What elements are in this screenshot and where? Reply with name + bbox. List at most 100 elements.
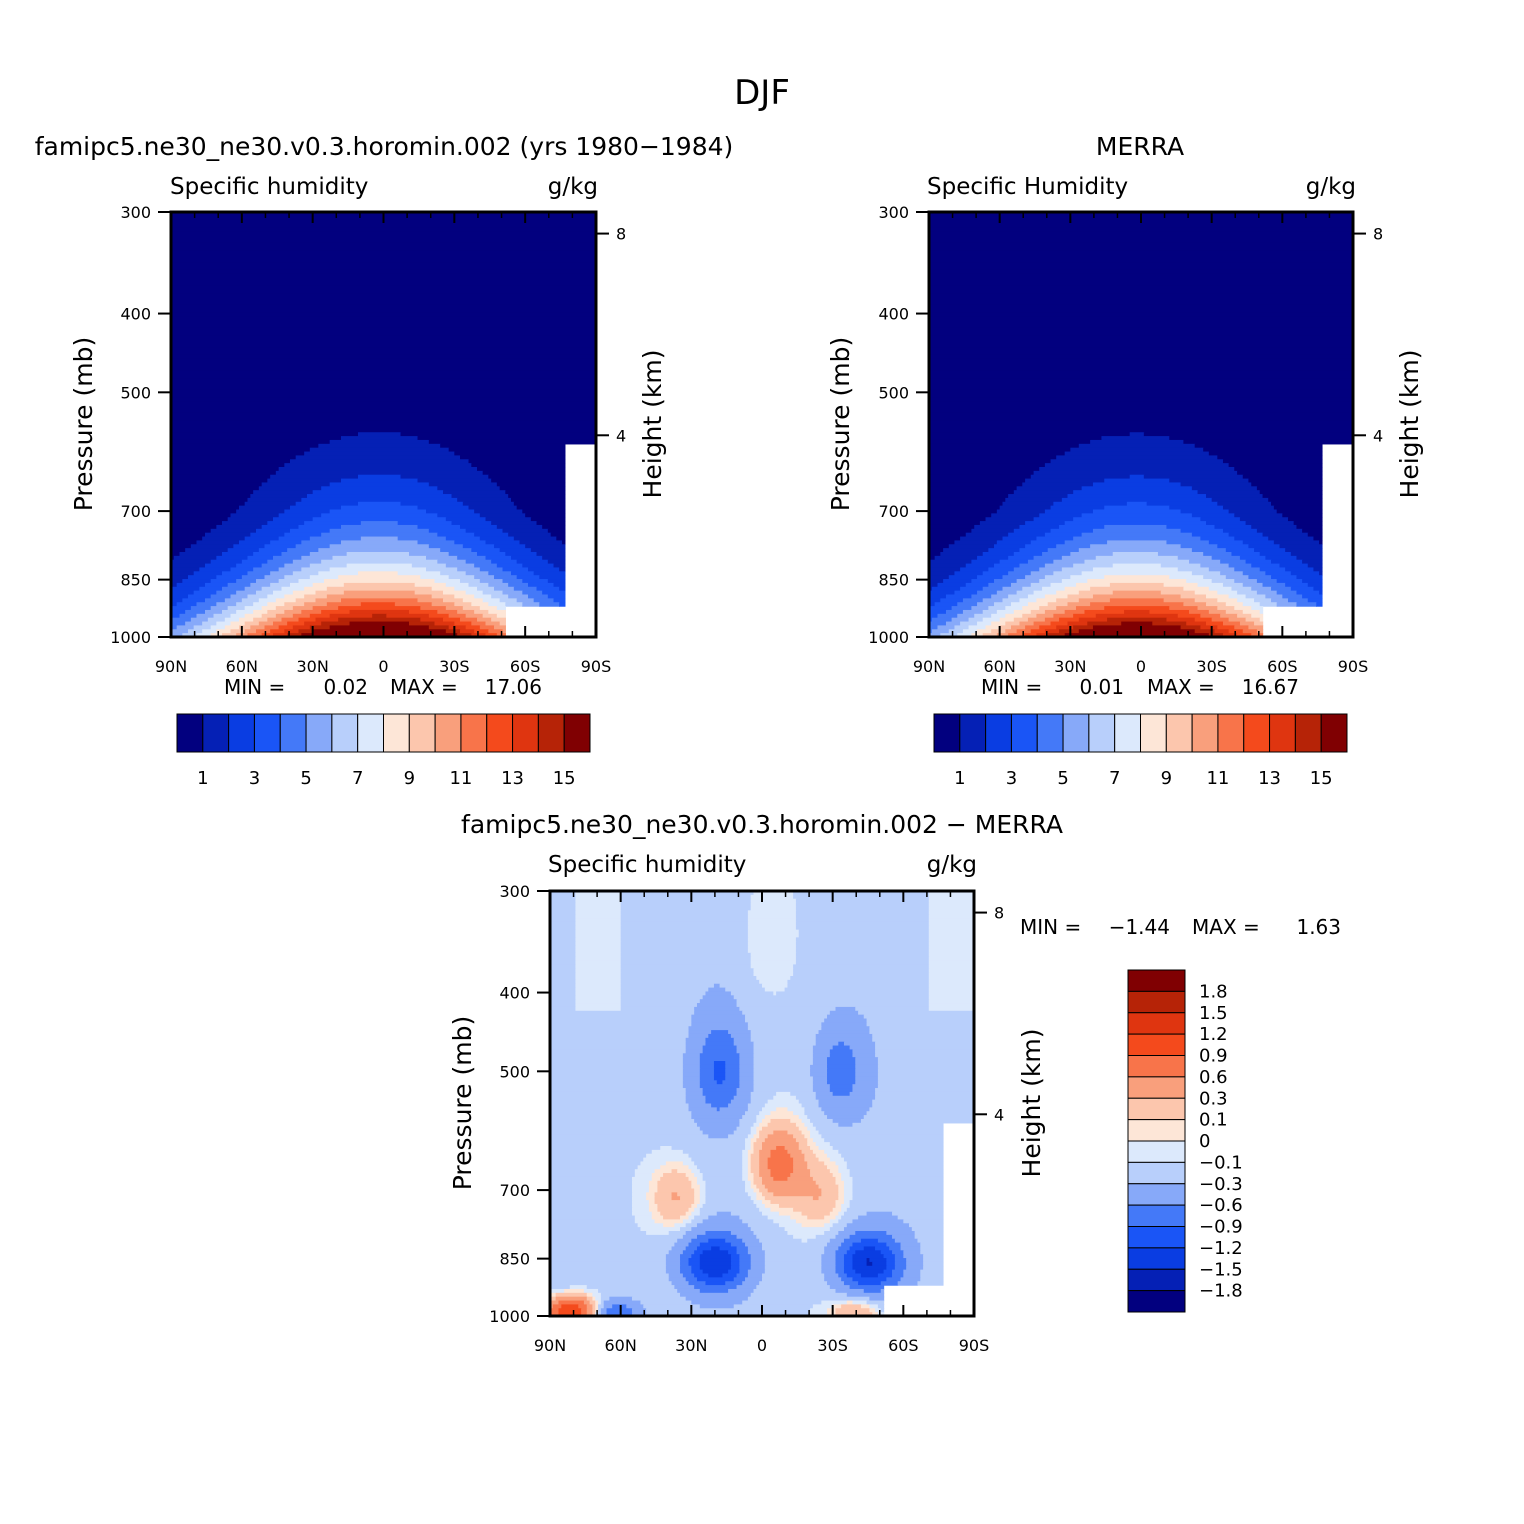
- panel-model-contour-cell: [241, 559, 268, 565]
- panel-diff-contour-cell: [575, 991, 622, 996]
- panel-diff-contour-cell: [626, 1304, 644, 1309]
- panel-diff-contour-cell: [680, 1254, 692, 1259]
- panel-model-contour-cell: [190, 544, 234, 549]
- panel-merra-contour-cell: [929, 482, 1023, 487]
- panel-model-contour-cell: [205, 609, 223, 615]
- panel-diff-contour-cell: [804, 1153, 817, 1159]
- panel-diff-ytick-label: 500: [499, 1062, 530, 1081]
- panel-diff-contour-cell: [793, 972, 930, 977]
- panel-diff-contour-cell: [750, 1254, 766, 1259]
- panel-diff-contour-cell: [855, 1080, 879, 1085]
- panel-merra-contour-cell: [1211, 617, 1230, 623]
- panel-diff-contour-cell: [691, 1238, 709, 1244]
- panel-merra-contour-cell: [1047, 633, 1066, 637]
- panel-diff-contour-cell: [843, 1041, 876, 1047]
- panel-diff-contour-cell: [725, 1072, 741, 1078]
- panel-diff-left-subtitle: Specific humidity: [548, 852, 746, 878]
- panel-diff-contour-cell: [855, 1231, 888, 1236]
- panel-model-contour-cell: [477, 467, 566, 472]
- panel-model-contour-cell: [474, 563, 498, 569]
- panel-merra-contour-cell: [1036, 598, 1057, 603]
- panel-model-contour-cell: [185, 548, 229, 553]
- panel-diff-contour-cell: [575, 987, 622, 993]
- panel-diff-contour-cell: [575, 910, 622, 915]
- panel-diff-contour-cell: [696, 1234, 738, 1240]
- panel-model-contour-cell: [171, 289, 596, 294]
- panel-diff-contour-cell: [665, 1161, 684, 1166]
- panel-diff-contour-cell: [753, 1176, 763, 1182]
- panel-merra-contour-cell: [1019, 563, 1046, 569]
- panel-model-contour-cell: [171, 331, 596, 337]
- panel-diff-contour-cell: [804, 1157, 820, 1163]
- panel-merra-contour-cell: [1033, 470, 1238, 476]
- panel-merra-contour-cell: [1276, 602, 1298, 607]
- panel-model-contour-cell: [431, 586, 455, 592]
- panel-diff-contour-cell: [852, 1049, 876, 1054]
- panel-diff-contour-cell: [756, 1115, 766, 1120]
- panel-model-colorbar-box: [279, 713, 307, 753]
- panel-diff-contour-cell: [860, 1238, 879, 1244]
- panel-merra-contour-cell: [929, 582, 939, 588]
- panel-diff-contour-cell: [877, 1057, 974, 1062]
- panel-model-contour-cell: [250, 625, 266, 630]
- panel-diff-contour-cell: [550, 1068, 684, 1074]
- panel-diff-contour-cell: [886, 1265, 896, 1271]
- panel-diff-contour-cell: [702, 1250, 729, 1255]
- panel-model-contour-cell: [479, 579, 504, 584]
- panel-diff-contour-cell: [852, 1053, 876, 1058]
- panel-diff-contour-cell: [928, 991, 974, 996]
- panel-diff-contour-cell: [843, 1196, 854, 1201]
- panel-merra-contour-cell: [965, 532, 1009, 538]
- panel-diff-contour-cell: [685, 1223, 698, 1228]
- panel-merra-contour-cell: [954, 540, 998, 545]
- panel-model-xtick-label: 30S: [439, 657, 470, 676]
- panel-model-contour-cell: [171, 420, 596, 426]
- panel-diff-contour-cell: [872, 1103, 974, 1109]
- panel-model-contour-cell: [196, 540, 240, 545]
- panel-model-contour-cell: [236, 509, 285, 515]
- panel-merra-contour-cell: [1022, 606, 1040, 611]
- panel-model-contour-cell: [171, 544, 192, 549]
- panel-diff-contour-cell: [767, 1122, 797, 1128]
- panel-diff-contour-cell: [920, 1242, 944, 1248]
- panel-merra-contour-cell: [1070, 447, 1204, 453]
- panel-merra-contour-cell: [1242, 609, 1261, 615]
- panel-merra-contour-cell: [1222, 505, 1275, 511]
- panel-model-contour-cell: [496, 524, 543, 530]
- panel-merra-contour-cell: [931, 617, 953, 623]
- panel-diff-contour-cell: [747, 1192, 757, 1197]
- panel-diff-contour-cell: [694, 1188, 701, 1194]
- panel-diff-contour-cell: [688, 1026, 749, 1031]
- panel-model-contour-cell: [284, 509, 331, 515]
- panel-merra-contour-cell: [948, 629, 964, 634]
- panel-diff-contour-cell: [550, 1188, 633, 1194]
- panel-diff-contour-cell: [846, 1161, 944, 1166]
- panel-model-contour-cell: [559, 586, 566, 592]
- panel-diff-contour-cell: [646, 1312, 811, 1316]
- panel-diff-contour-cell: [810, 1173, 834, 1178]
- panel-model-contour-cell: [216, 602, 237, 607]
- panel-diff-contour-cell: [550, 1072, 684, 1078]
- panel-diff-contour-cell: [886, 1258, 896, 1263]
- panel-merra-contour-cell: [1050, 459, 1224, 464]
- panel-model-contour-cell: [400, 501, 464, 507]
- panel-diff-contour-cell: [682, 1068, 701, 1074]
- panel-model-contour-cell: [309, 447, 450, 453]
- panel-model-contour-cell: [171, 505, 240, 511]
- panel-diff-contour-cell: [778, 1211, 803, 1217]
- panel-merra-contour-cell: [929, 223, 1353, 229]
- panel-merra-contour-cell: [1075, 606, 1105, 611]
- panel-diff-plot: [550, 891, 974, 1316]
- panel-model-contour-cell: [171, 242, 596, 248]
- panel-merra-contour-cell: [1254, 598, 1272, 603]
- panel-diff-contour-cell: [928, 929, 974, 935]
- panel-model-contour-cell: [428, 439, 596, 445]
- panel-merra-contour-cell: [929, 405, 1353, 410]
- panel-diff-contour-cell: [747, 1149, 755, 1155]
- panel-merra-contour-cell: [1273, 505, 1323, 511]
- panel-diff-contour-cell: [812, 1176, 837, 1182]
- panel-merra-contour-cell: [929, 513, 992, 518]
- panel-merra-contour-cell: [1180, 482, 1252, 487]
- panel-diff-contour-cell: [747, 929, 800, 935]
- panel-model-contour-cell: [341, 436, 419, 441]
